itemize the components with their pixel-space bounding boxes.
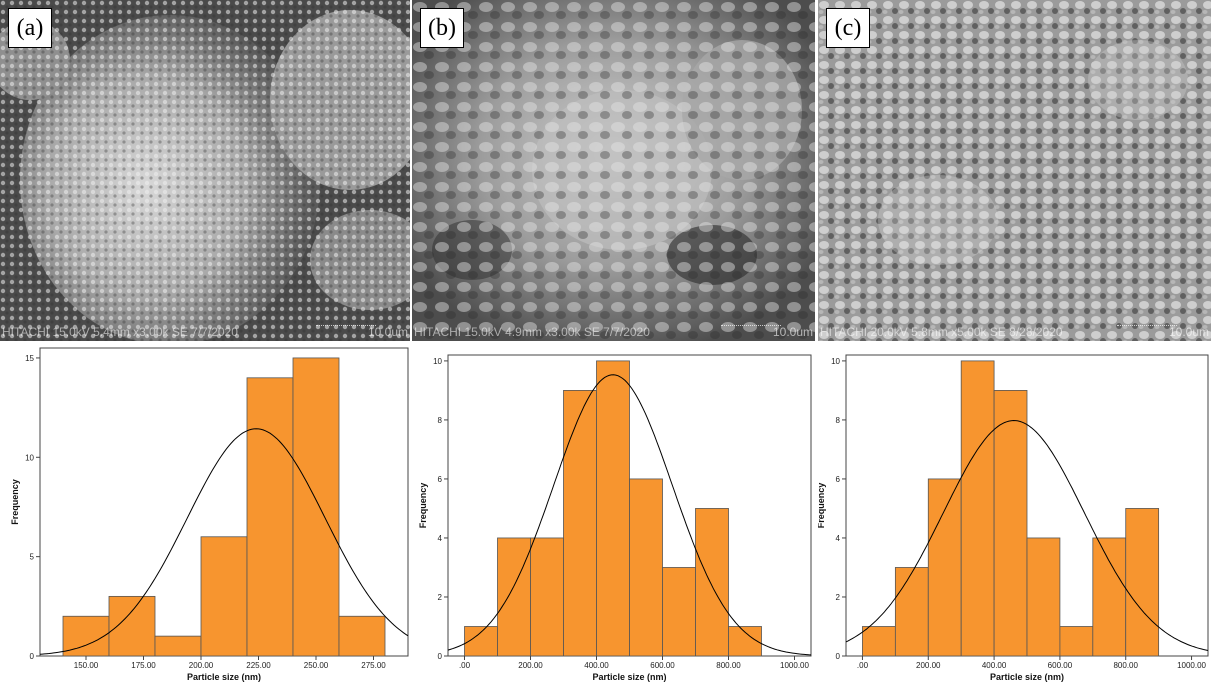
panel-label-a: (a) bbox=[8, 8, 52, 48]
y-tick-label-a-1: 0 bbox=[30, 652, 35, 661]
scale-bar-a bbox=[316, 325, 376, 331]
bar-c-6 bbox=[1026, 537, 1061, 657]
sem-image-b: (b) HITACHI 15.0kV 4.9mm x3.00k SE 7/7/2… bbox=[412, 0, 815, 341]
bar-b-8 bbox=[695, 508, 729, 657]
sem-info-a: HITACHI 15.0kV 5.4mm x3.00k SE 7/7/2020 bbox=[2, 325, 238, 339]
x-tick-label-a-6: 275.00 bbox=[361, 661, 386, 670]
histogram-b-svg: .00 200.00 400.00 600.00 800.00 1000.00 0 2 4 6 8 1… bbox=[418, 354, 812, 682]
bar-a-3 bbox=[154, 635, 202, 657]
bar-c-5 bbox=[993, 390, 1028, 657]
scale-bar-c bbox=[1117, 325, 1177, 331]
x-tick-label-a-4: 225.00 bbox=[246, 661, 271, 670]
bar-b-2 bbox=[497, 537, 531, 657]
x-tick-label-c-1: .00 bbox=[857, 661, 869, 670]
y-tick-label-b-4: 6 bbox=[438, 475, 443, 484]
y-tick-label-b-2: 2 bbox=[438, 593, 443, 602]
y-tick-label-b-5: 8 bbox=[438, 416, 443, 425]
x-axis-label-c: Particle size (nm) bbox=[990, 672, 1064, 682]
histogram-a-svg: 150.00 175.00 200.00 225.00 250.00 275.00 0 5 10… bbox=[10, 347, 409, 682]
bar-a-2 bbox=[108, 595, 156, 657]
x-tick-label-b-2: 200.00 bbox=[518, 661, 543, 670]
histogram-a: 150.00 175.00 200.00 225.00 250.00 275.00 0 5 10… bbox=[0, 343, 410, 687]
bar-b-1 bbox=[464, 626, 498, 657]
x-tick-label-c-2: 200.00 bbox=[916, 661, 941, 670]
bar-c-8 bbox=[1092, 537, 1127, 657]
bar-c-7 bbox=[1059, 626, 1094, 657]
sem-image-c: (c) HITACHI 20.0kV 5.8mm x5.00k SE 8/28/… bbox=[818, 0, 1211, 341]
bar-b-7 bbox=[662, 567, 696, 657]
sem-micrograph-b bbox=[412, 0, 815, 341]
x-tick-label-b-3: 400.00 bbox=[584, 661, 609, 670]
normal-curve-a bbox=[39, 428, 409, 655]
sem-scale-b: 10.0um bbox=[772, 325, 813, 339]
sem-scale-c: 10.0um bbox=[1168, 325, 1209, 339]
y-tick-label-c-6: 10 bbox=[831, 357, 840, 366]
sem-image-a: (a) HITACHI 15.0kV 5.4mm x3.00k SE 7/7/2… bbox=[0, 0, 410, 341]
bar-a-1 bbox=[62, 615, 110, 657]
bar-b-6 bbox=[629, 478, 663, 657]
y-tick-label-a-2: 5 bbox=[30, 553, 35, 562]
bar-a-5 bbox=[246, 377, 294, 657]
x-axis-label-b: Particle size (nm) bbox=[592, 672, 666, 682]
y-tick-label-a-3: 10 bbox=[25, 453, 34, 462]
y-tick-label-c-4: 6 bbox=[836, 475, 841, 484]
sem-info-c: HITACHI 20.0kV 5.8mm x5.00k SE 8/28/2020 bbox=[820, 325, 1063, 339]
bar-a-4 bbox=[200, 536, 248, 657]
x-tick-label-b-6: 1000.00 bbox=[780, 661, 809, 670]
x-tick-label-c-6: 1000.00 bbox=[1177, 661, 1206, 670]
x-axis-label-a: Particle size (nm) bbox=[187, 672, 261, 682]
x-tick-label-b-4: 600.00 bbox=[650, 661, 675, 670]
x-tick-label-c-3: 400.00 bbox=[982, 661, 1007, 670]
bar-c-3 bbox=[927, 478, 962, 657]
bar-b-3 bbox=[530, 537, 564, 657]
histogram-c-svg: .00 200.00 400.00 600.00 800.00 1000.00 0 2 4 6 8 1… bbox=[818, 354, 1209, 682]
y-axis-label-b: Frequency bbox=[418, 483, 428, 529]
bar-c-4 bbox=[960, 360, 995, 657]
panel-label-b: (b) bbox=[420, 8, 464, 48]
histogram-c: .00 200.00 400.00 600.00 800.00 1000.00 0 2 4 6 8 1… bbox=[818, 343, 1211, 687]
sem-micrograph-c bbox=[818, 0, 1211, 341]
y-tick-label-c-3: 4 bbox=[836, 534, 841, 543]
panel-label-c: (c) bbox=[826, 8, 870, 48]
y-tick-label-b-6: 10 bbox=[433, 357, 442, 366]
x-tick-label-a-3: 200.00 bbox=[189, 661, 214, 670]
x-tick-label-a-1: 150.00 bbox=[74, 661, 99, 670]
sem-micrograph-a bbox=[0, 0, 410, 341]
bar-b-4 bbox=[563, 390, 597, 657]
y-tick-label-c-1: 0 bbox=[836, 652, 841, 661]
y-tick-label-c-5: 8 bbox=[836, 416, 841, 425]
bar-b-5 bbox=[596, 360, 630, 657]
sem-scale-a: 10.0um bbox=[367, 325, 408, 339]
y-tick-label-a-4: 15 bbox=[25, 354, 34, 363]
x-tick-label-c-5: 800.00 bbox=[1113, 661, 1138, 670]
bar-b-9 bbox=[728, 626, 762, 657]
y-tick-label-b-1: 0 bbox=[438, 652, 443, 661]
x-tick-label-a-5: 250.00 bbox=[304, 661, 329, 670]
x-tick-label-c-4: 600.00 bbox=[1048, 661, 1073, 670]
x-tick-label-b-1: .00 bbox=[459, 661, 471, 670]
histogram-b: .00 200.00 400.00 600.00 800.00 1000.00 0 2 4 6 8 1… bbox=[412, 343, 815, 687]
bar-a-6 bbox=[292, 357, 340, 657]
normal-curve-c bbox=[845, 419, 1209, 651]
y-tick-label-c-2: 2 bbox=[836, 593, 841, 602]
x-tick-label-a-2: 175.00 bbox=[131, 661, 156, 670]
bar-a-7 bbox=[338, 615, 386, 657]
sem-info-b: HITACHI 15.0kV 4.9mm x3.00k SE 7/7/2020 bbox=[414, 325, 650, 339]
bar-c-2 bbox=[894, 567, 929, 657]
y-axis-label-a: Frequency bbox=[10, 479, 20, 525]
x-tick-label-b-5: 800.00 bbox=[716, 661, 741, 670]
bar-c-1 bbox=[862, 626, 896, 657]
y-tick-label-b-3: 4 bbox=[438, 534, 443, 543]
scale-bar-b bbox=[721, 325, 781, 331]
y-axis-label-c: Frequency bbox=[818, 483, 826, 529]
bar-c-9 bbox=[1125, 508, 1160, 657]
normal-curve-b bbox=[447, 374, 812, 656]
